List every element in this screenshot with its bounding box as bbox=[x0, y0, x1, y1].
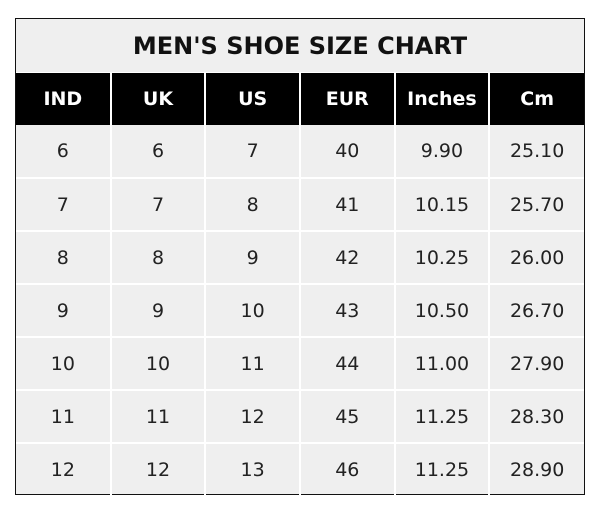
table-cell: 26.70 bbox=[488, 283, 584, 337]
table-cell: 12 bbox=[204, 389, 300, 443]
table-cell: 7 bbox=[109, 177, 206, 231]
table-cell: 11 bbox=[204, 336, 300, 390]
table-cell: 11.25 bbox=[393, 442, 490, 496]
table-cell: 43 bbox=[298, 283, 395, 337]
table-cell: 8 bbox=[16, 230, 111, 284]
table-cell: 11.25 bbox=[393, 389, 490, 443]
table-cell: 25.70 bbox=[488, 177, 584, 231]
table-cell: 7 bbox=[204, 125, 300, 178]
table-cell: 9 bbox=[16, 283, 111, 337]
table-cell: 45 bbox=[298, 389, 395, 443]
table-cell: 44 bbox=[298, 336, 395, 390]
table-cell: 8 bbox=[204, 177, 300, 231]
table-cell: 41 bbox=[298, 177, 395, 231]
column-header: Cm bbox=[488, 73, 584, 125]
table-cell: 25.10 bbox=[488, 125, 584, 178]
size-table: IND UK US EUR Inches Cm 6 6 7 40 9.90 25.10 7 7 8 41 10… bbox=[16, 73, 584, 496]
table-row: 7 7 8 41 10.15 25.70 bbox=[16, 177, 584, 231]
table-cell: 11.00 bbox=[393, 336, 490, 390]
chart-title: MEN'S SHOE SIZE CHART bbox=[16, 19, 584, 73]
table-row: 11 11 12 45 11.25 28.30 bbox=[16, 389, 584, 443]
column-header: UK bbox=[109, 73, 206, 125]
column-header: US bbox=[204, 73, 300, 125]
size-chart-table: MEN'S SHOE SIZE CHART IND UK US EUR Inches Cm… bbox=[15, 18, 585, 496]
table-cell: 9 bbox=[109, 283, 206, 337]
table-cell: 28.90 bbox=[488, 442, 584, 496]
table-cell: 10 bbox=[16, 336, 111, 390]
table-cell: 26.00 bbox=[488, 230, 584, 284]
table-cell: 28.30 bbox=[488, 389, 584, 443]
table-cell: 9.90 bbox=[393, 125, 490, 178]
table-cell: 42 bbox=[298, 230, 395, 284]
table-row: 9 9 10 43 10.50 26.70 bbox=[16, 283, 584, 337]
column-header: Inches bbox=[393, 73, 490, 125]
table-cell: 10 bbox=[109, 336, 206, 390]
table-cell: 10 bbox=[204, 283, 300, 337]
table-cell: 40 bbox=[298, 125, 395, 178]
table-cell: 11 bbox=[109, 389, 206, 443]
table-cell: 10.50 bbox=[393, 283, 490, 337]
column-header: IND bbox=[16, 73, 111, 125]
table-cell: 10.25 bbox=[393, 230, 490, 284]
column-header: EUR bbox=[298, 73, 395, 125]
table-row: 10 10 11 44 11.00 27.90 bbox=[16, 336, 584, 390]
table-cell: 8 bbox=[109, 230, 206, 284]
table-row: 8 8 9 42 10.25 26.00 bbox=[16, 230, 584, 284]
table-cell: 27.90 bbox=[488, 336, 584, 390]
table-cell: 10.15 bbox=[393, 177, 490, 231]
table-cell: 12 bbox=[109, 442, 206, 496]
table-cell: 9 bbox=[204, 230, 300, 284]
table-cell: 6 bbox=[56, 140, 69, 162]
table-cell: 11 bbox=[16, 389, 111, 443]
table-cell: 13 bbox=[204, 442, 300, 496]
header-row: IND UK US EUR Inches Cm bbox=[16, 73, 584, 125]
table-cell: 12 bbox=[16, 442, 111, 496]
table-cell: 6 bbox=[109, 125, 206, 178]
table-cell: 46 bbox=[298, 442, 395, 496]
table-row: 6 6 7 40 9.90 25.10 bbox=[16, 125, 584, 178]
table-cell: 7 bbox=[16, 177, 111, 231]
table-row: 12 12 13 46 11.25 28.90 bbox=[16, 442, 584, 496]
